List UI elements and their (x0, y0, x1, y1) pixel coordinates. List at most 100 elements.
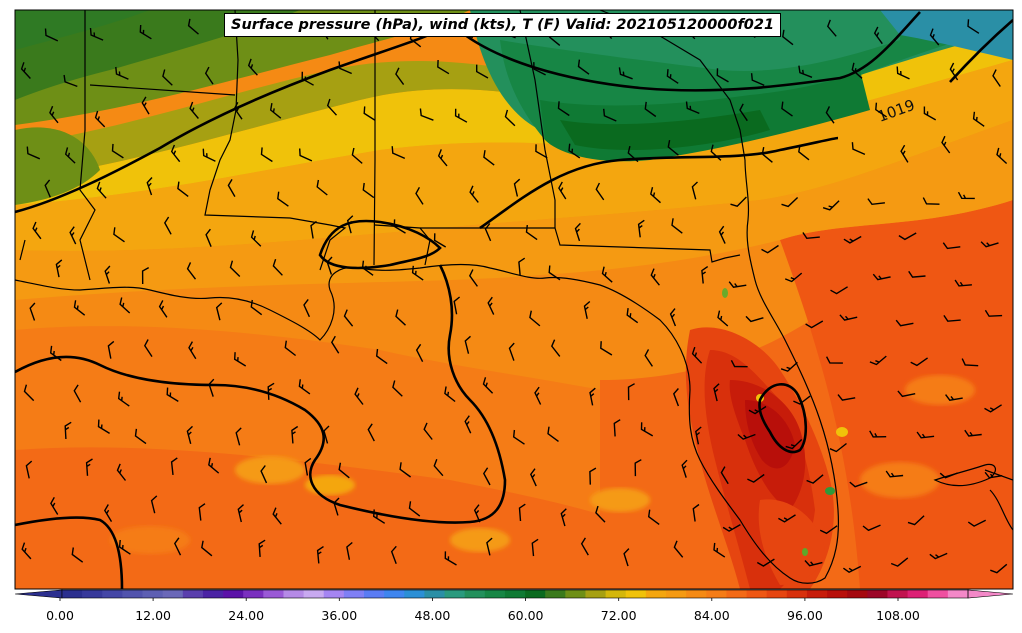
wind-barb (277, 191, 289, 207)
wind-barb (250, 230, 262, 247)
wind-barb (580, 537, 589, 556)
wind-barb (119, 297, 131, 314)
wind-barb (577, 59, 590, 75)
wind-barb (158, 300, 168, 318)
wind-barb (343, 309, 354, 327)
wind-barb (346, 541, 353, 560)
wind-barb (233, 101, 243, 120)
wind-barb (737, 433, 756, 440)
wind-barb (367, 423, 375, 442)
wind-barb (476, 64, 489, 79)
wind-barb (94, 110, 106, 128)
wind-barb (929, 552, 948, 560)
wind-barb (518, 503, 526, 522)
wind-barb (375, 348, 388, 365)
wind-barb (415, 343, 424, 363)
wind-barb (730, 359, 748, 368)
colorbar-swatch (122, 590, 143, 598)
wind-barb (326, 256, 333, 275)
wind-barb (512, 429, 525, 445)
wind-barb (613, 419, 621, 437)
wind-barb (669, 308, 677, 327)
wind-barb (748, 405, 767, 415)
wind-barb (354, 387, 364, 405)
wind-barb (215, 302, 223, 321)
wind-barb (589, 387, 596, 406)
wind-barb (644, 101, 657, 118)
wind-barb (233, 352, 247, 367)
wind-barb (177, 181, 189, 197)
colorbar-swatch (283, 590, 304, 598)
wind-barb (671, 218, 683, 234)
wind-barb (372, 509, 386, 524)
wind-barb (804, 560, 823, 567)
colorbar-swatch (565, 590, 586, 598)
wind-barb (829, 442, 847, 453)
colorbar (14, 589, 1014, 599)
wind-barb (44, 179, 51, 198)
wind-barb (531, 538, 539, 557)
wind-barb (672, 388, 680, 407)
wind-barb (589, 467, 597, 485)
wind-barb (141, 266, 150, 285)
wind-barb (316, 179, 328, 196)
wind-barb (444, 551, 457, 566)
colorbar-swatch (424, 590, 445, 598)
wind-barb (267, 382, 275, 400)
colorbar-swatch (545, 590, 566, 598)
wind-barb (235, 427, 242, 446)
colorbar-swatch (504, 590, 526, 598)
wind-barb (583, 300, 591, 319)
wind-barb (618, 67, 633, 80)
wind-barb (922, 197, 940, 205)
colorbar-extend-max (967, 589, 1014, 599)
wind-barb (798, 65, 813, 78)
colorbar-swatch (585, 590, 606, 598)
wind-barb (849, 481, 868, 488)
wind-barb (603, 108, 617, 122)
wind-barb (837, 394, 856, 401)
colorbar-swatch (525, 590, 546, 598)
wind-barb (626, 308, 639, 324)
wind-barb (747, 473, 765, 483)
wind-barb (600, 341, 613, 356)
wind-barb (25, 460, 33, 479)
wind-barb (984, 309, 1003, 317)
wind-barb (71, 547, 84, 563)
wind-barb (272, 258, 283, 276)
wind-barb (85, 458, 93, 476)
colorbar-swatch (867, 590, 888, 598)
wind-barb (363, 106, 376, 121)
wind-barb (330, 335, 340, 354)
colorbar-swatch (827, 590, 848, 598)
wind-barb (208, 457, 220, 474)
wind-barb (258, 539, 266, 557)
colorbar-swatch (142, 590, 164, 598)
wind-barb (103, 504, 113, 522)
colorbar-swatch (323, 590, 345, 598)
wind-barb (673, 540, 684, 558)
wind-barb (486, 537, 493, 556)
wind-barb (23, 384, 35, 402)
wind-barb (943, 315, 961, 322)
colorbar-swatch (263, 590, 284, 598)
wind-barb (756, 558, 775, 567)
wind-barb (50, 496, 59, 515)
wind-barb (73, 384, 82, 403)
wind-barb (269, 102, 282, 119)
wind-barb (647, 509, 660, 525)
wind-barb (942, 242, 961, 250)
colorbar-tick-label: 36.00 (321, 608, 357, 623)
wind-barb (391, 146, 406, 160)
wind-barb (49, 345, 62, 362)
colorbar-swatch (484, 590, 506, 598)
wind-barb (487, 296, 495, 315)
wind-barb (780, 361, 798, 372)
wind-barb (113, 227, 125, 243)
wind-barb (533, 62, 546, 76)
wind-barb (260, 147, 273, 163)
wind-barb (793, 395, 811, 405)
wind-barb (301, 71, 314, 86)
wind-barb (529, 310, 541, 327)
wind-barb (627, 383, 635, 401)
